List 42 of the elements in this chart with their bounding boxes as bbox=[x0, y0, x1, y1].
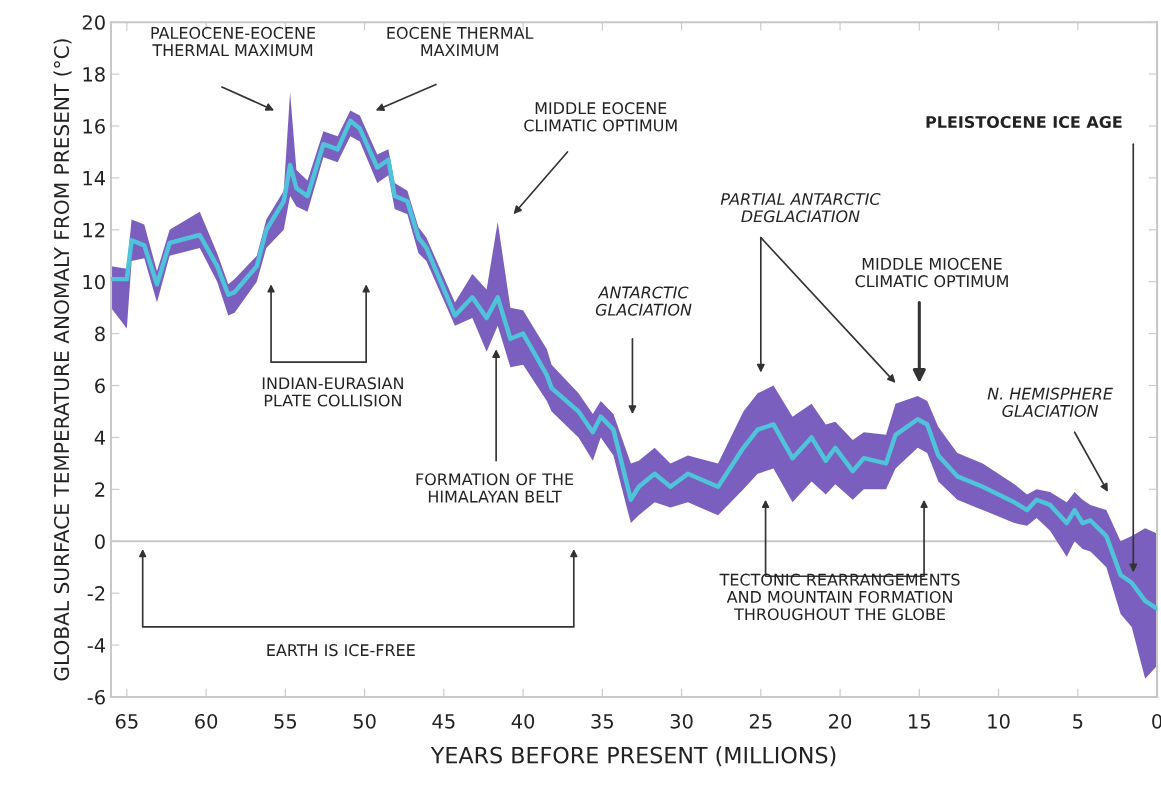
annotation: TECTONIC REARRANGEMENTS AND MOUNTAIN FORMATION THROUGHOUT THE GLOBE bbox=[719, 573, 960, 621]
x-tick-label: 40 bbox=[511, 713, 535, 729]
y-tick-label: -2 bbox=[87, 586, 105, 601]
x-tick-label: 15 bbox=[909, 714, 930, 729]
annotation: INDIAN-EURASIAN PLATE COLLISION bbox=[262, 377, 403, 407]
y-tick-label: 6 bbox=[95, 378, 105, 394]
y-tick-label: 4 bbox=[94, 430, 106, 445]
x-tick-label: 20 bbox=[829, 713, 852, 729]
annotation: EOCENE THERMAL MAXIMUM bbox=[387, 26, 534, 57]
y-tick-label: 18 bbox=[83, 67, 105, 82]
annotation: PALEOCENE-EOCENE THERMAL MAXIMUM bbox=[151, 26, 316, 57]
annotation: MIDDLE MIOCENE CLIMATIC OPTIMUM bbox=[855, 257, 1008, 288]
annotation: FORMATION OF THE HIMALAYAN BELT bbox=[416, 473, 574, 503]
y-tick-label: 2 bbox=[95, 482, 105, 497]
annotation: PLEISTOCENE ICE AGE bbox=[926, 115, 1122, 129]
x-tick-label: 65 bbox=[115, 713, 138, 729]
y-tick-label: 0 bbox=[95, 534, 105, 549]
y-tick-label: -6 bbox=[87, 689, 105, 705]
x-tick-label: 10 bbox=[988, 713, 1010, 729]
annotation: ANTARCTIC GLACIATION bbox=[595, 286, 692, 316]
y-axis-title: GLOBAL SURFACE TEMPERATURE ANOMALY FROM PRESENT (°C) bbox=[53, 39, 72, 681]
x-tick-label: 0 bbox=[1152, 713, 1161, 729]
x-tick-label: 35 bbox=[591, 713, 613, 729]
annotation: PARTIAL ANTARCTIC DEGLACIATION bbox=[720, 192, 881, 223]
y-tick-label: 12 bbox=[83, 222, 105, 238]
x-tick-label: 60 bbox=[195, 713, 218, 729]
x-tick-label: 30 bbox=[670, 713, 693, 729]
annotation: MIDDLE EOCENE CLIMATIC OPTIMUM bbox=[524, 102, 677, 132]
y-tick-label: 10 bbox=[83, 274, 105, 290]
x-tick-label: 55 bbox=[274, 714, 297, 729]
annotation: N. HEMISPHERE GLACIATION bbox=[987, 387, 1113, 417]
annotation: EARTH IS ICE-FREE bbox=[267, 644, 415, 657]
y-tick-label: 16 bbox=[83, 118, 105, 134]
y-tick-label: -4 bbox=[87, 638, 106, 653]
y-tick-label: 14 bbox=[83, 171, 106, 186]
x-axis-title: YEARS BEFORE PRESENT (MILLIONS) bbox=[430, 746, 836, 767]
x-tick-label: 25 bbox=[749, 713, 772, 729]
x-tick-label: 45 bbox=[432, 714, 455, 729]
y-tick-label: 8 bbox=[95, 326, 105, 342]
y-tick-label: 20 bbox=[82, 15, 105, 30]
x-tick-label: 50 bbox=[353, 713, 376, 729]
x-tick-label: 5 bbox=[1073, 714, 1083, 729]
